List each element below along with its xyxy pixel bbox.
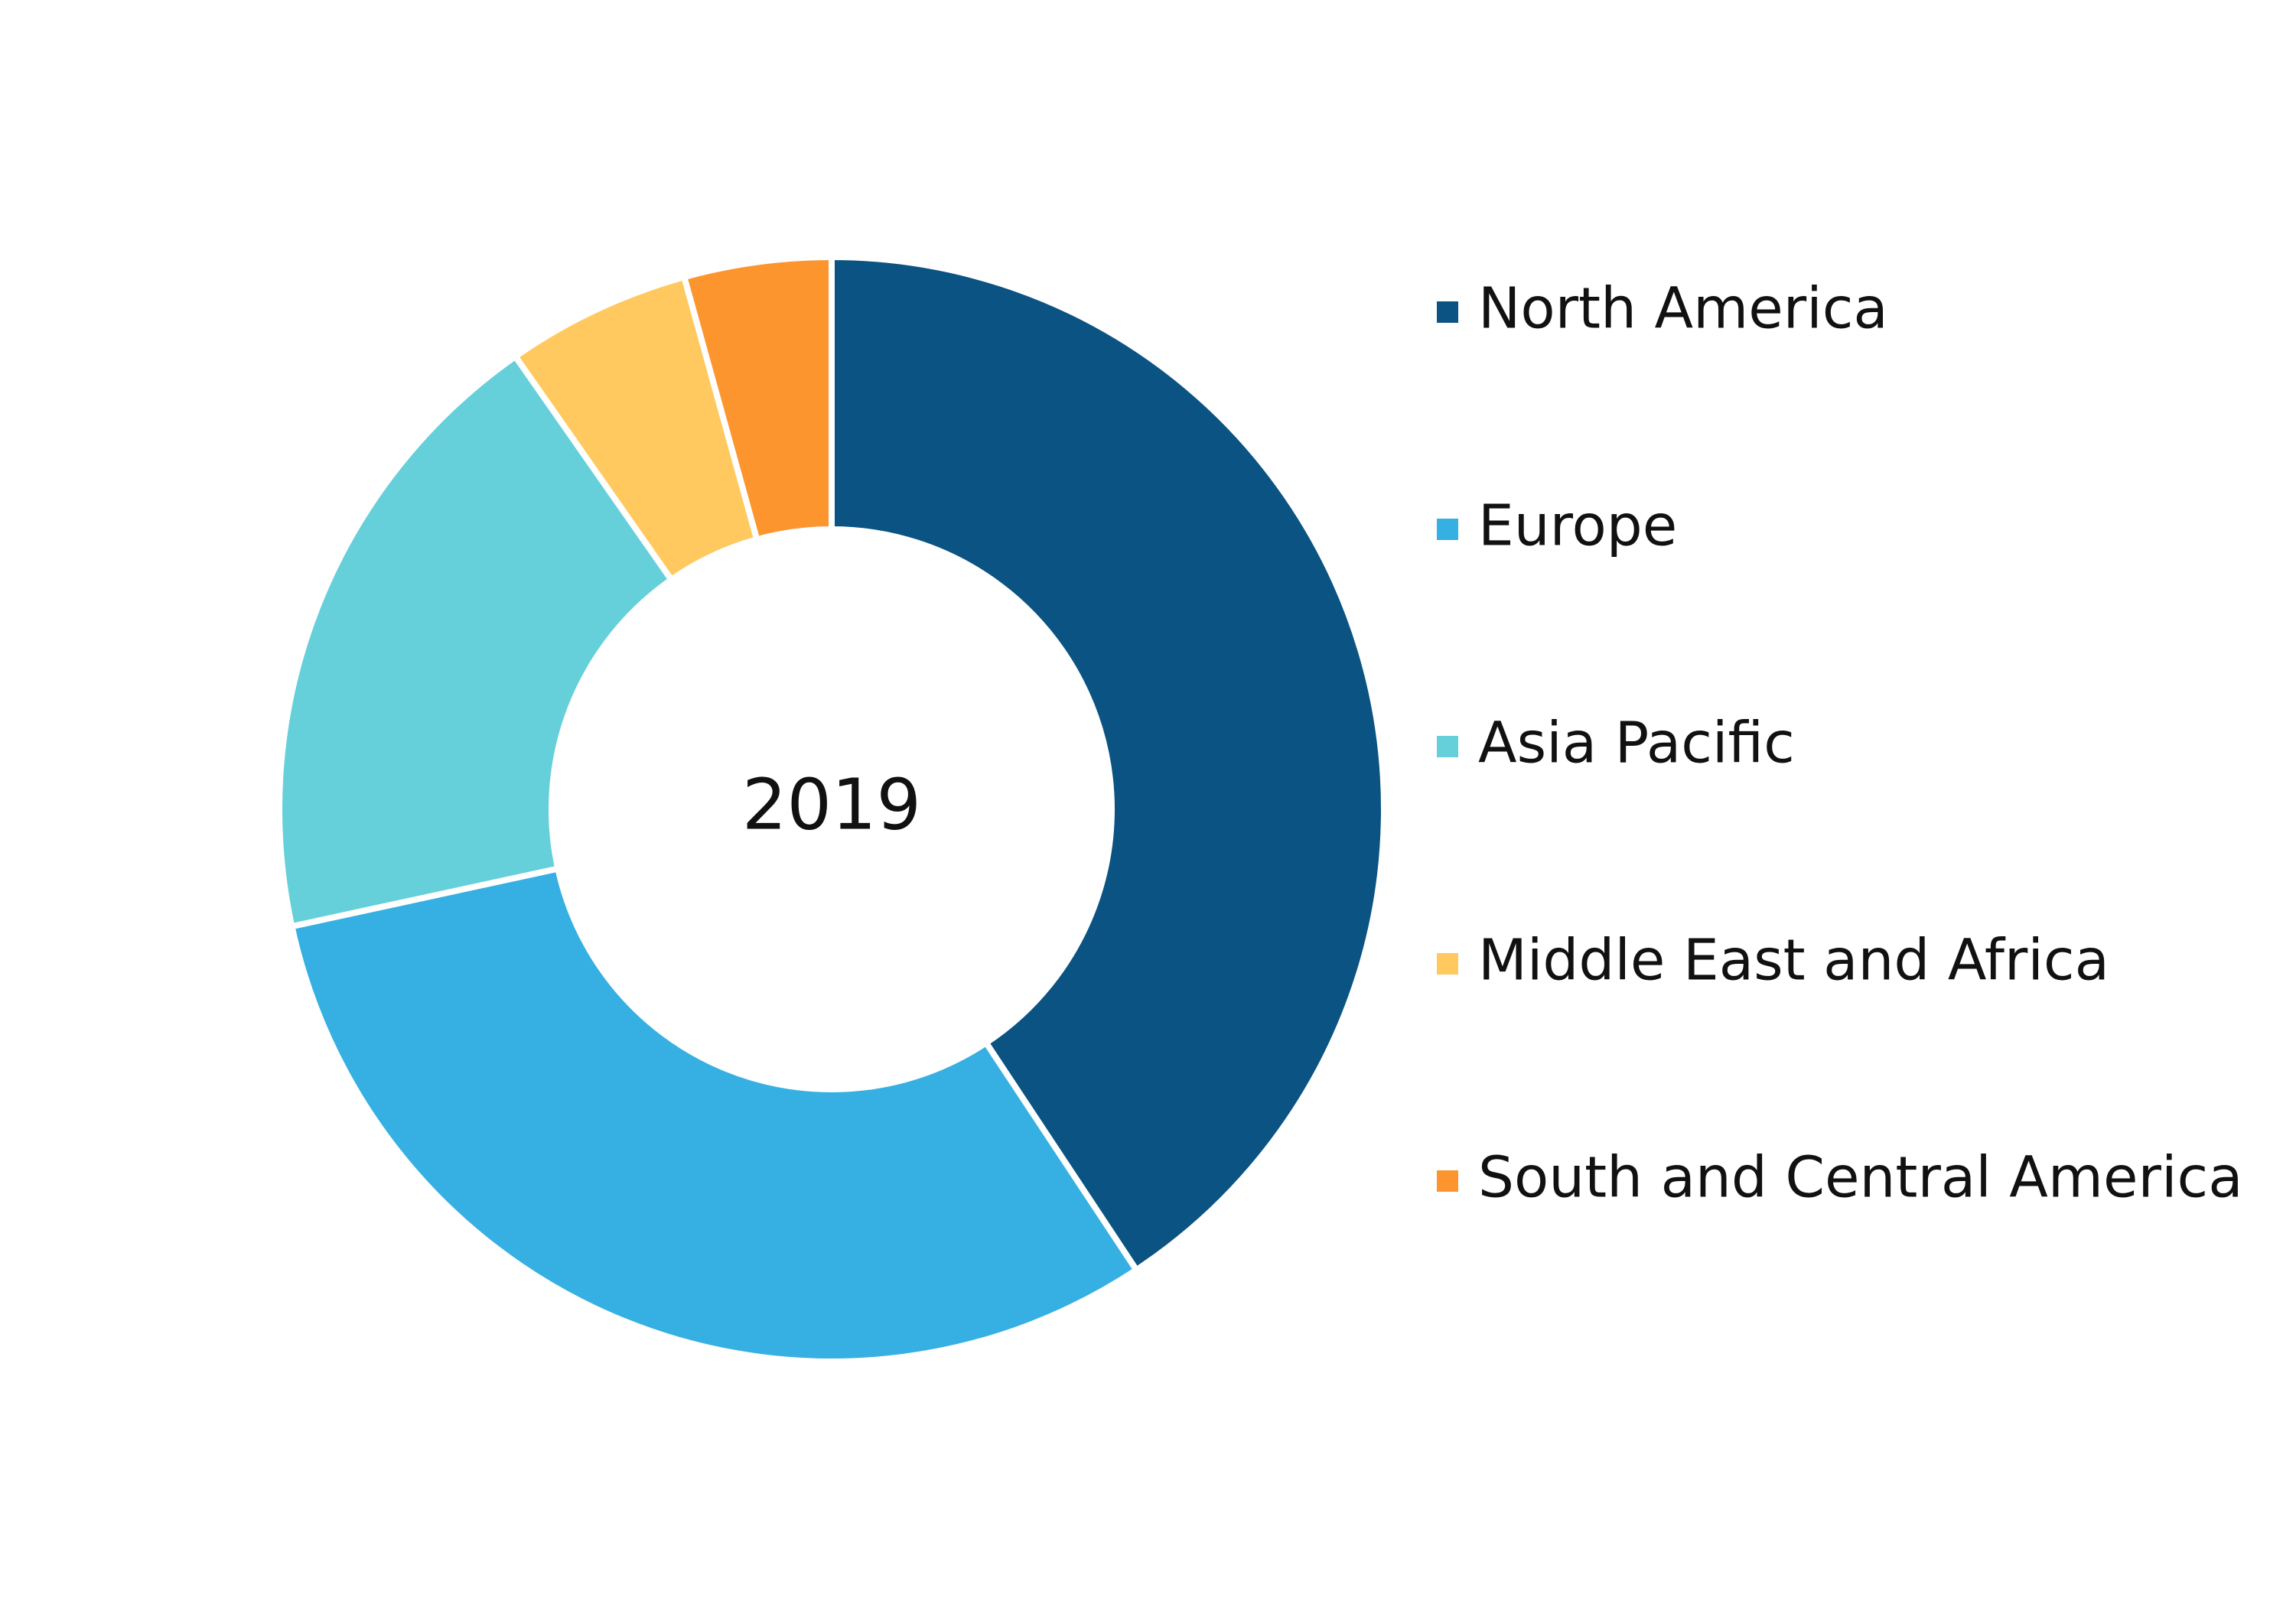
legend-swatch	[1437, 1170, 1458, 1192]
legend-swatch	[1437, 519, 1458, 540]
donut-slice	[288, 864, 1141, 1365]
legend-label: North America	[1478, 276, 1888, 342]
legend-swatch	[1437, 736, 1458, 757]
legend-swatch	[1437, 953, 1458, 975]
legend-label: South and Central America	[1478, 1145, 2243, 1211]
legend-swatch	[1437, 301, 1458, 323]
donut-slice	[829, 253, 1387, 1274]
donut-slice	[276, 352, 676, 930]
legend-label: Asia Pacific	[1478, 711, 1795, 776]
center-label: 2019	[742, 763, 921, 845]
donut-slice	[680, 253, 835, 544]
legend-label: Middle East and Africa	[1478, 928, 2109, 994]
legend-label: Europe	[1478, 493, 1677, 559]
